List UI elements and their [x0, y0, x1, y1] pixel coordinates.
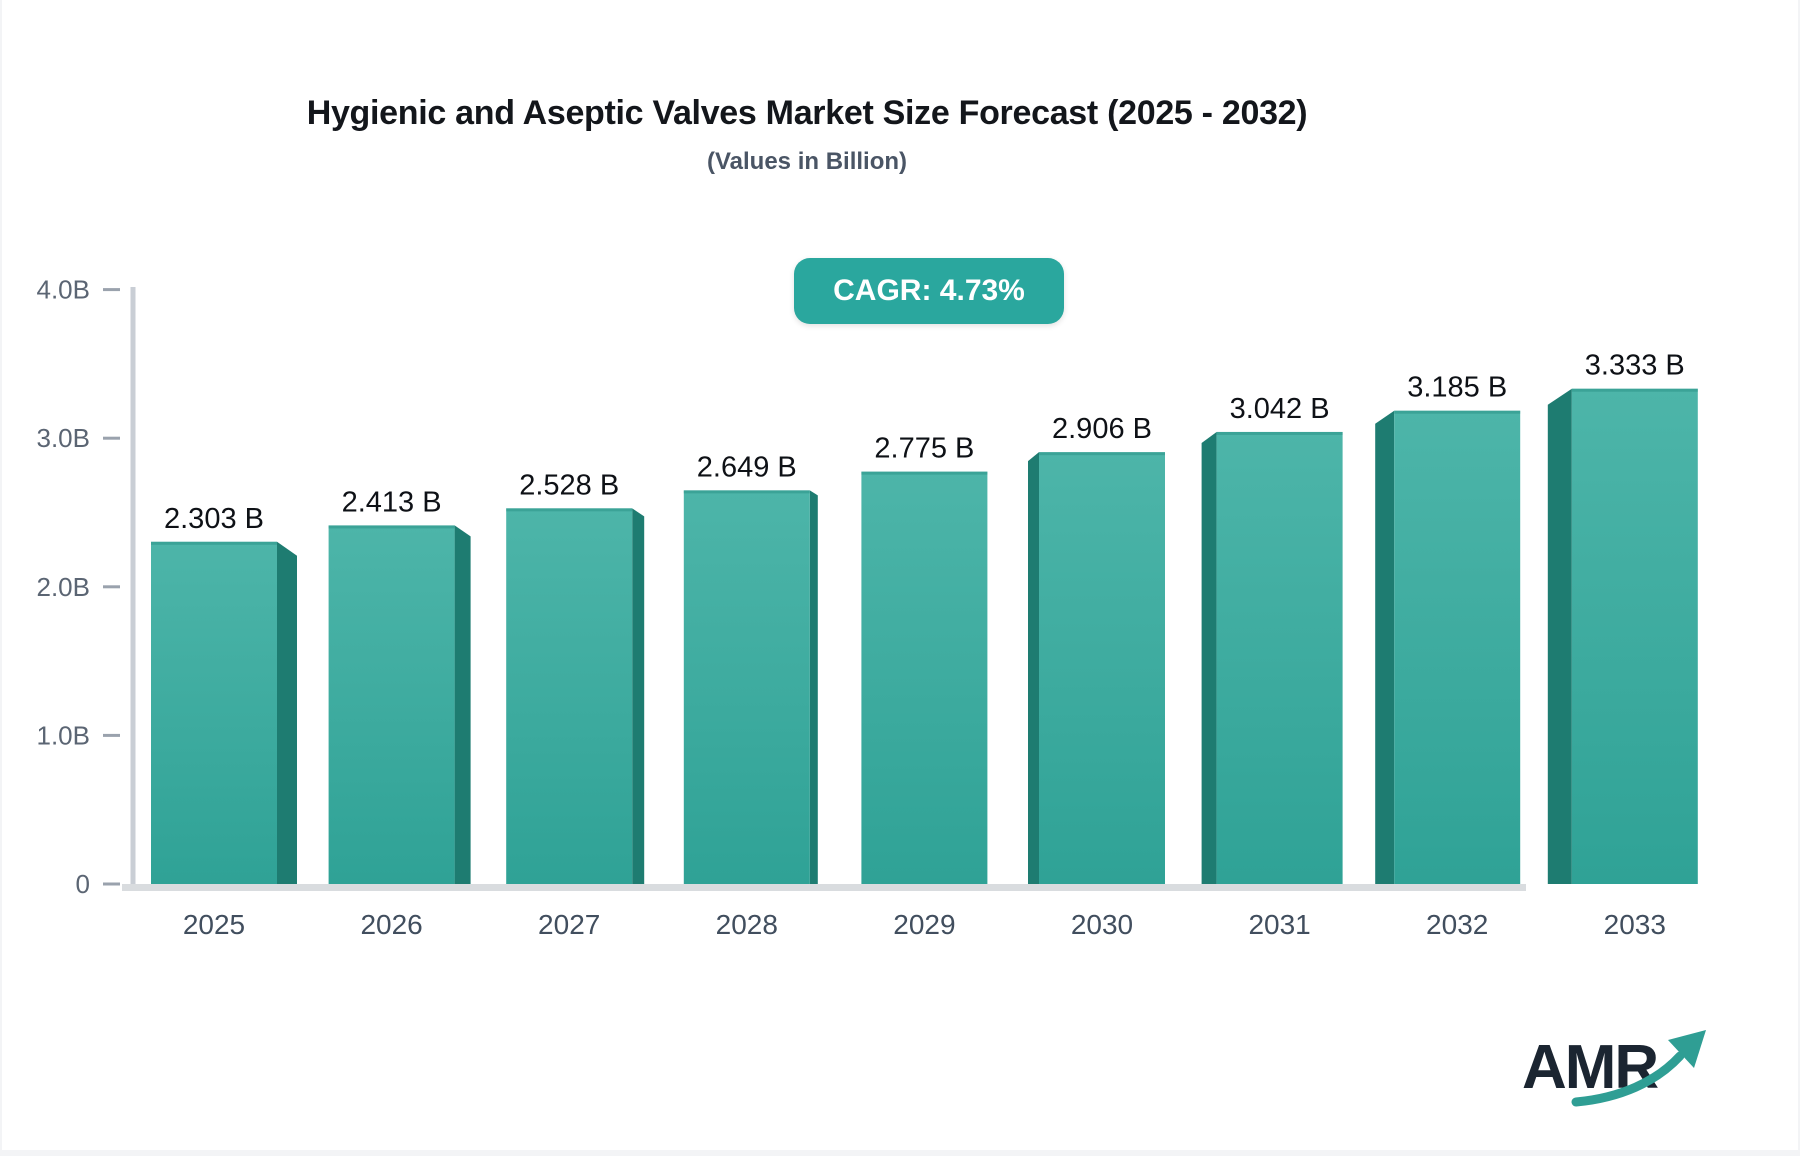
bar-value-label: 3.185 B [1407, 372, 1507, 404]
bar [1216, 431, 1343, 884]
bar [328, 525, 455, 884]
chart-title: Hygienic and Aseptic Valves Market Size … [306, 94, 1308, 132]
y-axis-tick-label: 4.0B [37, 275, 91, 305]
bar-value-label: 2.775 B [874, 433, 974, 465]
x-axis-label: 2027 [538, 909, 600, 940]
y-axis-tick-label: 3.0B [37, 423, 91, 453]
bar-side-face [1028, 452, 1039, 884]
x-axis-label: 2026 [360, 909, 422, 940]
y-axis-tick-label: 2.0B [37, 572, 91, 602]
bar-top-edge [328, 525, 455, 529]
y-axis-tick-label: 1.0B [37, 720, 91, 750]
bar-value-label: 2.649 B [697, 451, 797, 483]
bar-top-edge [506, 508, 633, 512]
x-axis-label: 2031 [1248, 909, 1310, 940]
x-axis-baseline [122, 884, 1526, 891]
bar-value-label: 3.333 B [1585, 350, 1685, 382]
bar [861, 471, 988, 884]
bar-side-face [1375, 410, 1395, 884]
bar-side-face [1547, 388, 1572, 884]
x-axis-label: 2025 [183, 909, 245, 940]
logo-arrow-head [1668, 1030, 1706, 1068]
bar-value-label: 2.303 B [164, 503, 264, 535]
x-axis-label: 2032 [1426, 909, 1488, 940]
bar-top-edge [683, 490, 810, 494]
x-axis-label: 2028 [716, 909, 778, 940]
bar-value-label: 2.413 B [342, 486, 442, 518]
y-axis-tick [103, 288, 120, 292]
y-axis-tick [103, 436, 120, 440]
bar-value-label: 2.528 B [519, 469, 619, 501]
bar [506, 508, 633, 884]
bar-top-edge [1039, 452, 1165, 456]
bar-top-edge [861, 471, 988, 475]
bar-side-face [1201, 431, 1217, 884]
company-logo: AMR [1522, 1030, 1706, 1107]
bar-top-edge [1216, 431, 1343, 435]
cagr-badge: CAGR: 4.73% [794, 258, 1064, 324]
bar-value-label: 2.906 B [1052, 413, 1152, 445]
bar-side-face [277, 541, 297, 884]
y-axis-tick [103, 585, 120, 589]
logo-arrow-swoosh [1571, 1051, 1685, 1107]
y-axis-line [130, 287, 136, 884]
bar-side-face [454, 525, 471, 884]
bar-value-label: 3.042 B [1230, 393, 1330, 425]
y-axis-tick [103, 733, 120, 737]
bar-top-edge [1571, 388, 1698, 392]
x-axis-label: 2030 [1071, 909, 1133, 940]
x-axis-label: 2033 [1604, 909, 1666, 940]
bar-top-edge [151, 541, 277, 545]
bar-side-face [632, 508, 645, 884]
bar [1394, 410, 1521, 884]
bar [1039, 452, 1165, 884]
x-axis-label: 2029 [893, 909, 955, 940]
bar [683, 490, 810, 884]
bar-side-face [809, 490, 818, 884]
y-axis-tick [103, 882, 120, 886]
logo-text: AMR [1522, 1033, 1658, 1102]
bar [1571, 388, 1698, 884]
bar [151, 541, 277, 884]
bar-top-edge [1394, 410, 1521, 414]
y-axis-tick-label: 0 [76, 869, 90, 899]
chart-subtitle: (Values in Billion) [706, 148, 908, 175]
